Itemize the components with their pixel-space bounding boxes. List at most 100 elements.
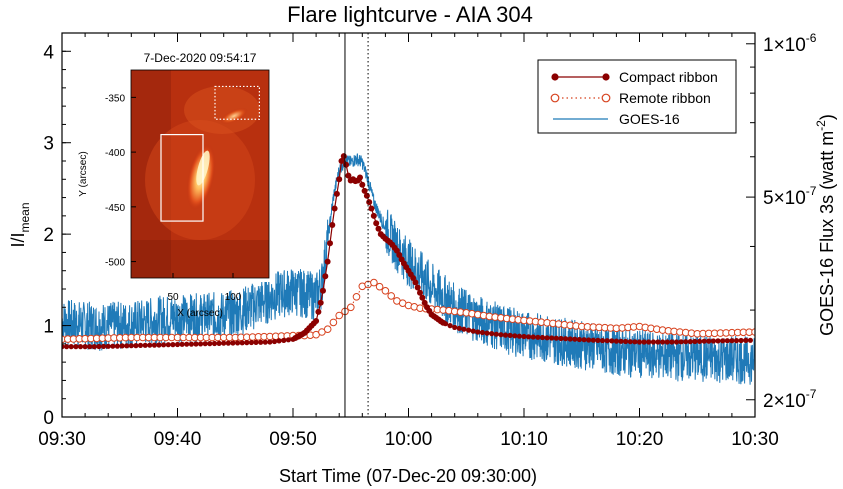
y-tick-label: 0 — [43, 408, 54, 429]
y-tick-label: 3 — [43, 134, 54, 155]
compact-ribbon-point — [170, 342, 176, 348]
compact-ribbon-point — [553, 335, 559, 341]
compact-ribbon-point — [586, 337, 592, 343]
compact-ribbon-point — [324, 258, 331, 265]
compact-ribbon-point — [590, 337, 596, 343]
compact-ribbon-point — [743, 337, 749, 343]
y-axis-title-main: I/I — [8, 233, 28, 248]
compact-ribbon-point — [539, 334, 546, 341]
compact-ribbon-point — [479, 329, 485, 336]
compact-ribbon-point — [114, 343, 120, 349]
compact-ribbon-point — [253, 339, 259, 345]
compact-ribbon-point — [151, 342, 157, 348]
y2-tick-exponent: -7 — [806, 387, 817, 401]
compact-ribbon-point — [340, 153, 347, 160]
inset-x-tick-label: 100 — [225, 292, 242, 303]
y-axis-title: I/Imean — [8, 202, 32, 247]
compact-ribbon-point — [142, 342, 148, 348]
remote-ribbon-point — [352, 293, 361, 301]
compact-ribbon-point — [105, 343, 111, 349]
compact-ribbon-point — [493, 331, 499, 337]
compact-ribbon-point — [604, 338, 610, 344]
compact-ribbon-point — [271, 338, 278, 345]
compact-ribbon-point — [327, 240, 333, 247]
y2-tick-label: 2×10-7 — [763, 387, 817, 412]
remote-ribbon-point — [370, 278, 378, 287]
compact-ribbon-point — [512, 333, 518, 339]
inset-axes: 50 100 -350 -400 -450 -500 — [105, 85, 261, 303]
y2-tick-mantissa: 5×10 — [763, 188, 806, 209]
inset-image-dark-bottom — [131, 240, 269, 278]
compact-ribbon-point — [363, 192, 370, 199]
compact-ribbon-point — [128, 343, 134, 349]
remote-ribbon-point — [347, 303, 355, 312]
compact-ribbon-point — [262, 339, 268, 345]
inset-y-tick-label: -500 — [105, 258, 125, 269]
compact-ribbon-point — [119, 343, 125, 349]
remote-ribbon-point — [387, 292, 396, 300]
chart-title: Flare lightcurve - AIA 304 — [287, 2, 533, 27]
compact-ribbon-point — [156, 342, 162, 348]
compact-ribbon-point — [345, 172, 352, 179]
compact-ribbon-point — [669, 339, 675, 345]
compact-ribbon-point — [655, 339, 661, 345]
compact-ribbon-point — [193, 341, 199, 347]
remote-ribbon-point — [375, 282, 384, 291]
compact-ribbon-point — [673, 339, 680, 345]
compact-ribbon-point — [475, 329, 481, 335]
compact-ribbon-point — [239, 340, 245, 346]
compact-ribbon-point — [618, 338, 624, 344]
y-axis-title-sub: mean — [18, 202, 32, 232]
compact-ribbon-point — [87, 344, 93, 350]
compact-ribbon-point — [64, 344, 70, 350]
compact-ribbon-point — [77, 344, 84, 350]
legend-box — [537, 59, 737, 134]
inset-region-box-solid — [160, 133, 204, 222]
compact-ribbon-point — [544, 335, 550, 341]
inset-region-box-dotted — [214, 85, 261, 120]
compact-ribbon-point — [466, 327, 472, 333]
compact-ribbon-point — [133, 343, 139, 349]
compact-ribbon-point — [733, 338, 740, 344]
inset-map: 7-Dec-2020 09:54:17 50 100 -350 -400 -450 -50… — [78, 51, 272, 319]
compact-ribbon-point — [738, 337, 744, 344]
plot-area — [62, 33, 755, 417]
compact-ribbon-point — [211, 340, 218, 347]
compact-ribbon-point — [359, 181, 366, 188]
compact-ribbon-point — [623, 338, 629, 345]
compact-ribbon-point — [526, 334, 532, 340]
compact-ribbon-point — [715, 338, 721, 344]
compact-ribbon-point — [375, 225, 382, 232]
inset-x-title: X (arcsec) — [177, 308, 223, 319]
compact-ribbon-point — [502, 332, 509, 338]
y2-axis-title-sup: -2 — [814, 120, 828, 131]
legend-marker-remote-b — [601, 93, 611, 103]
remote-ribbon-point — [329, 318, 338, 327]
legend-label-goes: GOES-16 — [619, 111, 680, 127]
inset-title: 7-Dec-2020 09:54:17 — [144, 51, 257, 65]
compact-ribbon-point — [258, 339, 264, 345]
compact-ribbon-point — [720, 338, 726, 344]
compact-ribbon-point — [484, 330, 490, 336]
compact-ribbon-point — [646, 339, 652, 345]
compact-ribbon-point — [393, 247, 400, 254]
compact-ribbon-point — [343, 161, 350, 168]
x-tick-label: 10:20 — [616, 429, 664, 450]
compact-ribbon-point — [338, 158, 345, 164]
compact-ribbon-point — [558, 335, 564, 342]
compact-ribbon-point — [692, 338, 698, 345]
y-tick-label: 2 — [43, 225, 54, 246]
compact-ribbon-point — [68, 344, 74, 350]
compact-ribbon-point — [521, 333, 527, 340]
compact-ribbon-point — [184, 341, 190, 347]
compact-ribbon-point — [315, 308, 322, 315]
compact-ribbon-point — [461, 326, 467, 332]
compact-ribbon-point — [599, 338, 606, 344]
legend-marker-compact-b — [602, 73, 610, 81]
compact-ribbon-point — [161, 342, 167, 348]
inset-x-tick-label: 50 — [167, 292, 179, 303]
inset-y-title: Y (arcsec) — [78, 151, 89, 196]
compact-ribbon-point — [507, 332, 513, 338]
compact-ribbon-point — [174, 341, 181, 348]
compact-ribbon-point — [747, 337, 754, 343]
